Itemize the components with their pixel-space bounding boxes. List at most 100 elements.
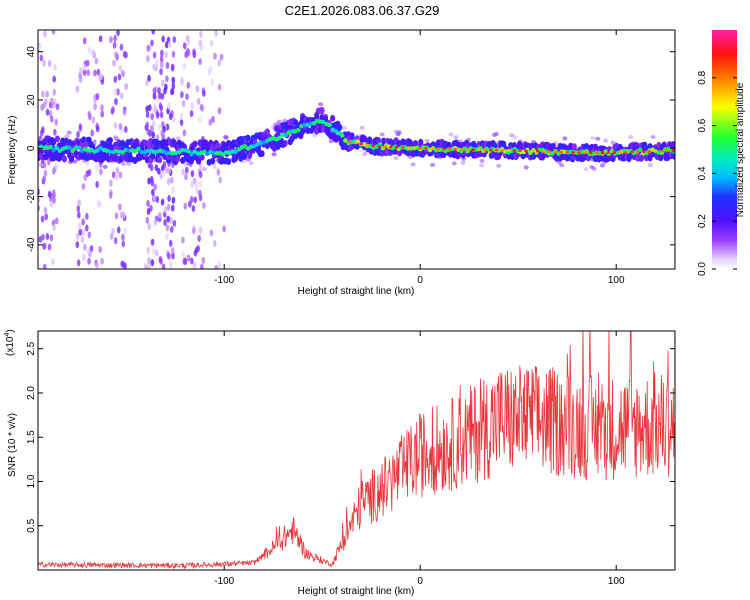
- colorbar-tick-label: 0.0: [697, 262, 708, 276]
- heatmap-cell: [124, 82, 128, 90]
- heatmap-cell: [117, 73, 122, 81]
- heatmap-cell: [194, 180, 199, 188]
- spectrogram-xlabel: Height of straight line (km): [298, 286, 415, 297]
- heatmap-cell: [47, 190, 52, 198]
- heatmap-cell: [77, 199, 82, 207]
- heatmap-cell: [146, 54, 150, 62]
- heatmap-cell: [90, 129, 95, 137]
- heatmap-cell: [179, 112, 184, 120]
- snr-scale-label: (x104): [4, 329, 16, 356]
- heatmap-cell: [76, 145, 81, 150]
- heatmap-cell: [536, 149, 540, 153]
- heatmap-cell: [122, 108, 127, 116]
- snr-ytick-label: 1.0: [26, 474, 37, 488]
- heatmap-cell: [211, 150, 216, 156]
- heatmap-cell: [76, 205, 81, 213]
- heatmap-cell: [168, 113, 173, 121]
- heatmap-cell: [162, 161, 167, 169]
- figure-title: C2E1.2026.083.06.37.G29: [285, 3, 440, 18]
- heatmap-cell: [276, 119, 282, 124]
- heatmap-cell: [107, 149, 113, 155]
- heatmap-cell: [628, 134, 634, 139]
- heatmap-cell: [583, 167, 589, 172]
- heatmap-cell: [523, 165, 529, 170]
- heatmap-cell: [230, 149, 235, 154]
- heatmap-cell: [100, 257, 104, 265]
- heatmap-cell: [163, 206, 168, 214]
- heatmap-cell: [172, 219, 177, 227]
- heatmap-cell: [54, 162, 59, 170]
- heatmap-cell: [95, 164, 99, 172]
- heatmap-cell: [95, 148, 100, 153]
- heatmap-cell: [87, 257, 91, 265]
- heatmap-cell: [81, 183, 86, 191]
- heatmap-cell: [247, 152, 253, 159]
- heatmap-cell: [448, 132, 454, 137]
- heatmap-cell: [95, 181, 99, 189]
- heatmap-cell: [166, 215, 170, 223]
- heatmap-cell: [565, 150, 569, 154]
- heatmap-cell: [49, 115, 54, 123]
- colorbar-tick-label: 0.4: [697, 166, 708, 180]
- heatmap-cell: [120, 150, 125, 155]
- heatmap-cell: [102, 164, 108, 169]
- heatmap-cell: [202, 149, 207, 155]
- heatmap-cell: [530, 149, 534, 153]
- heatmap-cell: [53, 128, 57, 136]
- heatmap-cell: [647, 150, 652, 153]
- colorbar-tick-label: 0.2: [697, 214, 708, 228]
- heatmap-cell: [48, 144, 53, 150]
- heatmap-cell: [186, 38, 191, 46]
- heatmap-cell: [151, 188, 155, 196]
- heatmap-cell: [222, 225, 226, 233]
- heatmap-cell: [93, 103, 97, 111]
- heatmap-cell: [146, 199, 150, 207]
- heatmap-cell: [159, 60, 164, 68]
- heatmap-cell: [282, 140, 288, 147]
- heatmap-cell: [347, 140, 352, 144]
- heatmap-cell: [406, 146, 411, 150]
- heatmap-cell: [169, 261, 173, 269]
- heatmap-cell: [67, 145, 72, 150]
- heatmap-cell: [170, 63, 175, 71]
- heatmap-cell: [199, 153, 205, 161]
- heatmap-cell: [396, 130, 402, 135]
- heatmap-cell: [182, 62, 187, 70]
- heatmap-cell: [594, 151, 599, 155]
- heatmap-cell: [211, 115, 215, 123]
- heatmap-cell: [494, 148, 499, 152]
- heatmap-cell: [150, 113, 154, 121]
- heatmap-cell: [359, 125, 365, 130]
- heatmap-cell: [81, 218, 85, 226]
- heatmap-cell: [123, 262, 127, 269]
- heatmap-cell: [212, 239, 217, 247]
- heatmap-cell: [40, 215, 45, 223]
- heatmap-cell: [172, 115, 176, 123]
- heatmap-cell: [379, 132, 385, 137]
- heatmap-cell: [82, 68, 87, 76]
- spectrogram-ytick-label: -40: [26, 237, 37, 252]
- heatmap-cell: [192, 227, 196, 235]
- heatmap-cell: [465, 148, 470, 151]
- heatmap-cell: [185, 93, 189, 101]
- heatmap-cell: [488, 148, 493, 152]
- heatmap-cell: [133, 149, 138, 154]
- heatmap-cell: [54, 135, 61, 143]
- heatmap-cell: [43, 30, 47, 38]
- heatmap-cell: [96, 68, 101, 76]
- heatmap-cell: [113, 88, 118, 96]
- heatmap-cell: [52, 196, 56, 204]
- heatmap-cell: [44, 213, 48, 221]
- heatmap-cell: [189, 110, 194, 118]
- heatmap-cell: [500, 148, 505, 152]
- heatmap-cell: [394, 145, 399, 149]
- heatmap-cell: [451, 161, 457, 166]
- heatmap-cell: [76, 131, 80, 139]
- heatmap-cell: [210, 78, 215, 86]
- heatmap-cell: [193, 196, 197, 204]
- heatmap-cell: [114, 98, 118, 106]
- heatmap-cell: [207, 68, 212, 76]
- heatmap-cell: [61, 155, 68, 163]
- heatmap-cell: [165, 75, 169, 83]
- heatmap-cell: [77, 222, 82, 230]
